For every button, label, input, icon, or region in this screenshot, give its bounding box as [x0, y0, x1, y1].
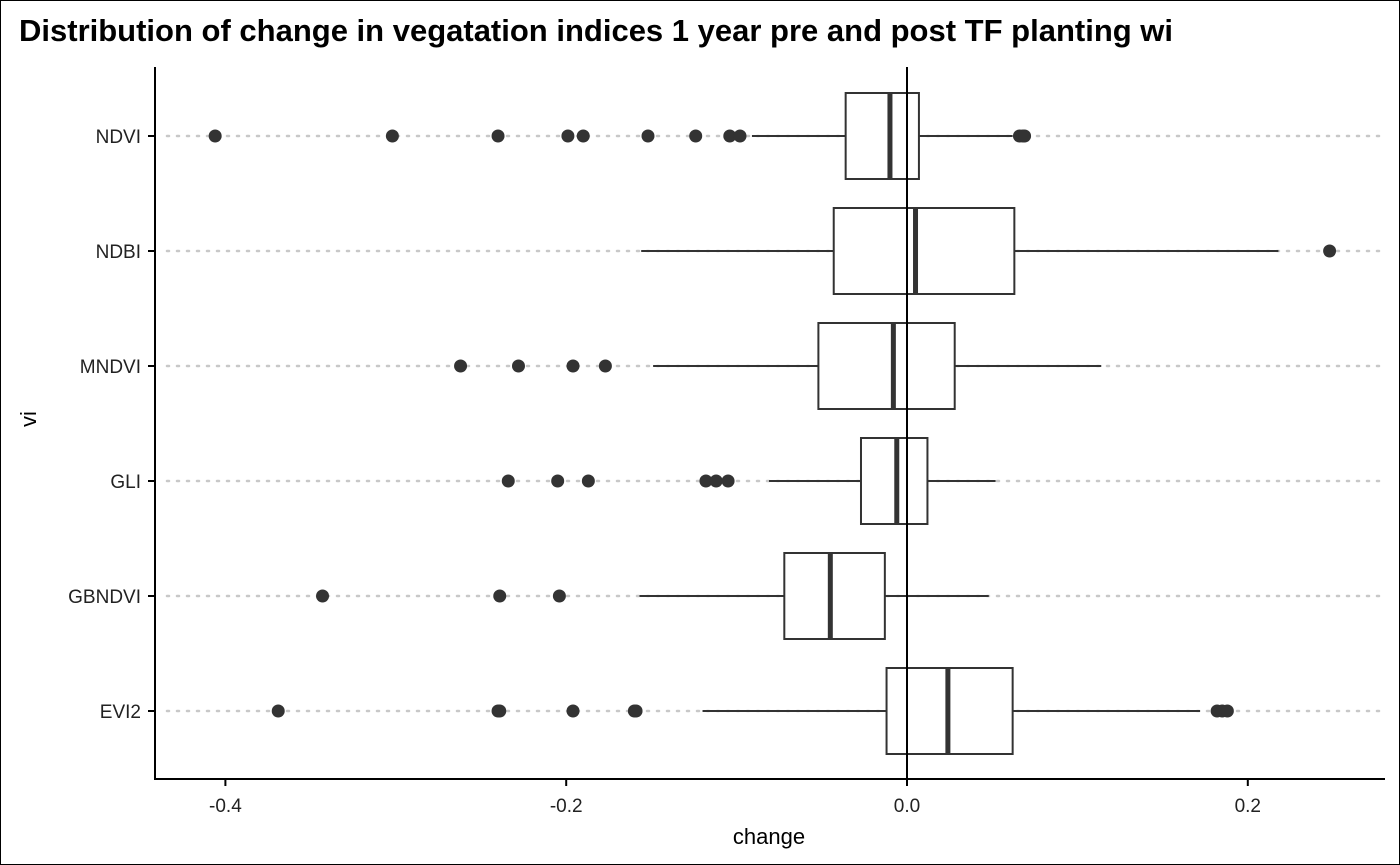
outlier-point: [721, 474, 735, 488]
x-tick-label: -0.4: [209, 796, 242, 817]
box-gbndvi: [316, 552, 989, 640]
outlier-point: [699, 474, 713, 488]
outlier-point: [208, 129, 222, 143]
outlier-point: [723, 129, 737, 143]
outlier-point: [454, 359, 468, 373]
box-ndbi: [641, 207, 1337, 295]
outlier-point: [689, 129, 703, 143]
box-iqr: [783, 552, 886, 640]
outlier-point: [641, 129, 655, 143]
grid-lines: [165, 134, 1387, 713]
outlier-point: [709, 474, 723, 488]
y-tick-label-ndbi: NDBI: [96, 242, 141, 263]
y-axis-title: vi: [16, 411, 41, 427]
y-tick-label-gbndvi: GBNDVI: [68, 587, 141, 608]
outlier-point: [493, 589, 507, 603]
outlier-point: [501, 474, 515, 488]
x-tick-label: 0.2: [1235, 796, 1261, 817]
outlier-point: [566, 704, 580, 718]
y-tick-label-evi2: EVI2: [100, 702, 141, 723]
outlier-point: [491, 129, 505, 143]
outlier-point: [1323, 244, 1337, 258]
box-iqr: [817, 322, 956, 410]
y-tick-label-ndvi: NDVI: [96, 127, 141, 148]
box-gli: [501, 437, 996, 525]
outlier-point: [271, 704, 285, 718]
outlier-point: [566, 359, 580, 373]
outlier-point: [576, 129, 590, 143]
x-tick-label: -0.2: [550, 796, 583, 817]
chart-title: Distribution of change in vegatation ind…: [19, 13, 1174, 48]
outlier-point: [1018, 129, 1032, 143]
outlier-point: [511, 359, 525, 373]
box-iqr: [859, 437, 929, 525]
outlier-point: [551, 474, 565, 488]
outlier-point: [552, 589, 566, 603]
outlier-point: [1220, 704, 1234, 718]
outlier-point: [629, 704, 643, 718]
outlier-point: [493, 704, 507, 718]
outlier-point: [581, 474, 595, 488]
box-mndvi: [454, 322, 1102, 410]
outlier-point: [733, 129, 747, 143]
outlier-point: [561, 129, 575, 143]
outlier-point: [385, 129, 399, 143]
x-tick-label: 0.0: [894, 796, 920, 817]
outlier-point: [598, 359, 612, 373]
y-tick-label-gli: GLI: [110, 472, 141, 493]
axes: NDVI NDBI MNDVI GLI GBNDVI EVI2 -0.4 -0.2 0.0 0.2: [68, 67, 1385, 817]
outlier-point: [316, 589, 330, 603]
y-tick-label-mndvi: MNDVI: [80, 357, 141, 378]
box-iqr: [832, 207, 1016, 295]
boxes: [208, 92, 1337, 755]
x-axis-title: change: [733, 824, 805, 849]
